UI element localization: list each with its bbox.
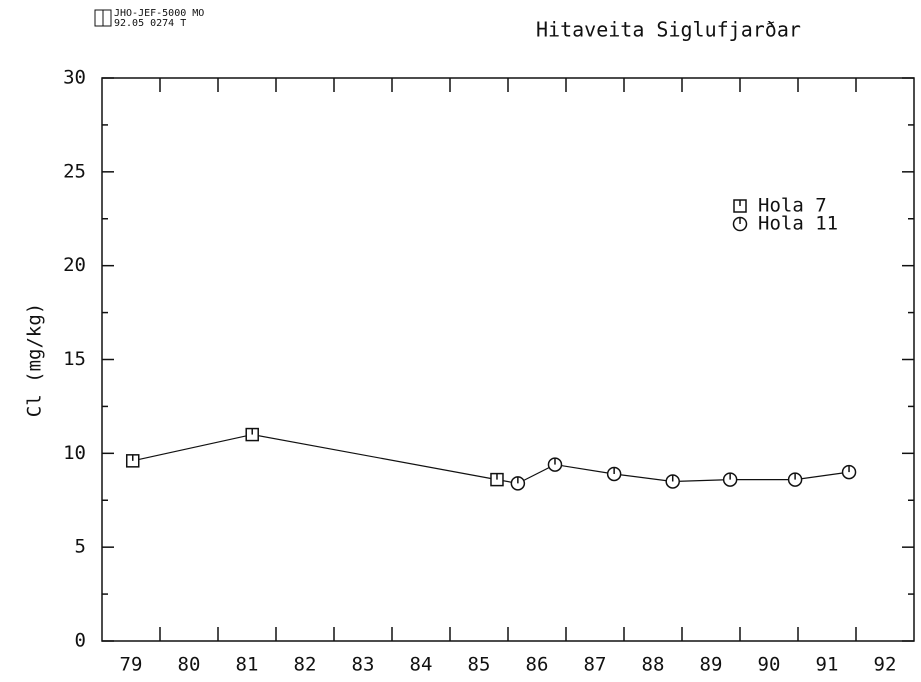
x-tick-label: 92 (874, 654, 897, 676)
x-tick-label: 80 (178, 654, 201, 676)
y-tick-label: 0 (75, 630, 86, 652)
x-tick-label: 91 (816, 654, 839, 676)
x-tick-label: 82 (294, 654, 317, 676)
x-tick-label: 81 (236, 654, 259, 676)
plot-frame (101, 77, 915, 642)
logo-text: JHO-JEF-5000 MO (114, 8, 204, 19)
y-tick-label: 30 (63, 67, 86, 89)
x-tick-label: 90 (758, 654, 781, 676)
legend-label: Hola 7 (758, 195, 827, 217)
x-tick-label: 88 (642, 654, 665, 676)
legend-label: Hola 11 (758, 213, 838, 235)
y-tick-label: 5 (75, 536, 86, 558)
x-tick-label: 84 (410, 654, 433, 676)
series-line (132, 433, 498, 481)
y-tick-label: 15 (63, 348, 86, 370)
y-tick-label: 10 (63, 442, 86, 464)
y-tick-label: 20 (63, 254, 86, 276)
x-tick-label: 85 (468, 654, 491, 676)
x-tick-label: 79 (120, 654, 143, 676)
x-tick-label: 87 (584, 654, 607, 676)
x-tick-label: 83 (352, 654, 375, 676)
y-tick-label: 25 (63, 160, 86, 182)
x-tick-label: 89 (700, 654, 723, 676)
logo-text: 92.05 0274 T (114, 18, 186, 29)
y-axis-label: Cl (mg/kg) (24, 303, 46, 417)
x-tick-label: 86 (526, 654, 549, 676)
chart-title: Hitaveita Siglufjarðar (536, 18, 801, 42)
